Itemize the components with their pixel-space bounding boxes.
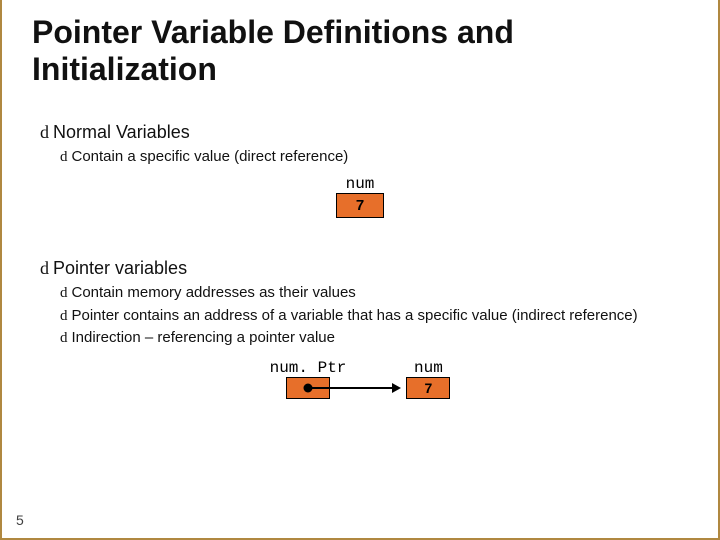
num-column: num 7 — [406, 359, 450, 399]
box-label-num: num — [32, 175, 688, 193]
diagram-direct-reference: num 7 — [32, 175, 688, 218]
bullet-icon: d — [40, 258, 49, 278]
bullet-icon: d — [60, 285, 68, 301]
diagram-indirect-reference: num. Ptr num 7 — [32, 359, 688, 403]
bullet-icon: d — [40, 122, 49, 142]
box-num: 7 — [336, 193, 384, 218]
sub-pointer-1: dContain memory addresses as their value… — [60, 283, 688, 304]
box-ptr — [286, 377, 330, 399]
box-label-ptr: num. Ptr — [270, 359, 347, 377]
page-number: 5 — [16, 512, 24, 528]
section-normal-variables: dNormal Variables dContain a specific va… — [32, 122, 688, 168]
section-pointer-variables: dPointer variables dContain memory addre… — [32, 258, 688, 349]
ptr-column: num. Ptr — [270, 359, 347, 399]
bullet-icon: d — [60, 308, 68, 324]
slide-title: Pointer Variable Definitions and Initial… — [32, 14, 688, 88]
sub-normal-1-text: Contain a specific value (direct referen… — [72, 148, 349, 165]
box-label-num2: num — [414, 359, 443, 377]
slide-frame: Pointer Variable Definitions and Initial… — [0, 0, 720, 540]
heading-normal: dNormal Variables — [40, 122, 688, 143]
heading-pointer: dPointer variables — [40, 258, 688, 279]
sub-pointer-2-text: Pointer contains an address of a variabl… — [72, 307, 638, 324]
heading-pointer-text: Pointer variables — [53, 258, 187, 278]
sub-normal-1: dContain a specific value (direct refere… — [60, 147, 688, 168]
sub-pointer-1-text: Contain memory addresses as their values — [72, 284, 356, 301]
bullet-icon: d — [60, 149, 68, 165]
sub-pointer-2: dPointer contains an address of a variab… — [76, 306, 688, 327]
diagram-gap — [346, 359, 406, 403]
box-num2: 7 — [406, 377, 450, 399]
sub-pointer-3-text: Indirection – referencing a pointer valu… — [72, 329, 336, 346]
bullet-icon: d — [60, 330, 68, 346]
heading-normal-text: Normal Variables — [53, 122, 190, 142]
sub-pointer-3: dIndirection – referencing a pointer val… — [60, 328, 688, 349]
